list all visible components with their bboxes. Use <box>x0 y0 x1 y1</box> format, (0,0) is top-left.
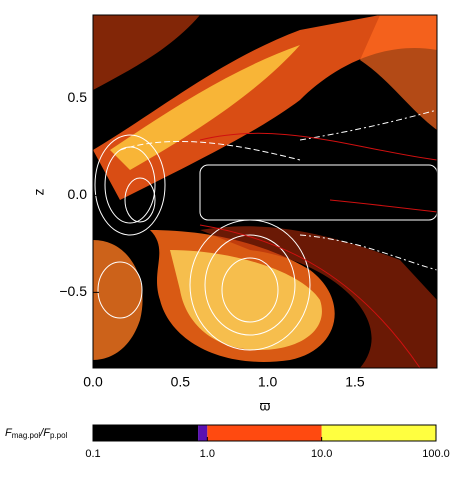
colorbar-tick-label: 1.0 <box>200 448 215 460</box>
y-tick-label: −0.5 <box>59 283 87 299</box>
colorbar-segment <box>321 425 436 441</box>
x-axis-label: ϖ <box>260 398 271 414</box>
label-part: mag.pol <box>12 431 41 440</box>
colorbar-segment <box>207 425 322 441</box>
colorbar-tick-label: 0.1 <box>85 448 100 460</box>
colorbar-segment <box>198 425 208 441</box>
x-tick-label: 0.0 <box>83 374 103 390</box>
colorbar-tick-label: 100.0 <box>422 448 450 460</box>
label-part: /F <box>39 427 51 439</box>
y-axis-label: z <box>31 189 47 196</box>
colorbar-tick-label: 10.0 <box>311 448 332 460</box>
colorbar-frame <box>92 424 437 442</box>
x-tick-label: 1.5 <box>345 374 365 390</box>
colorbar-label: Fmag.pol/Fp.pol <box>5 427 68 440</box>
x-tick-label: 1.0 <box>258 374 278 390</box>
y-tick-label: 0.5 <box>68 89 88 105</box>
field-map <box>93 15 437 368</box>
x-tick-label: 0.5 <box>171 374 191 390</box>
label-part: p.pol <box>50 431 68 440</box>
plot-frame <box>92 14 438 369</box>
colorbar-segment <box>93 425 199 441</box>
label-part: F <box>5 427 13 439</box>
y-tick-label: 0.0 <box>68 186 88 202</box>
